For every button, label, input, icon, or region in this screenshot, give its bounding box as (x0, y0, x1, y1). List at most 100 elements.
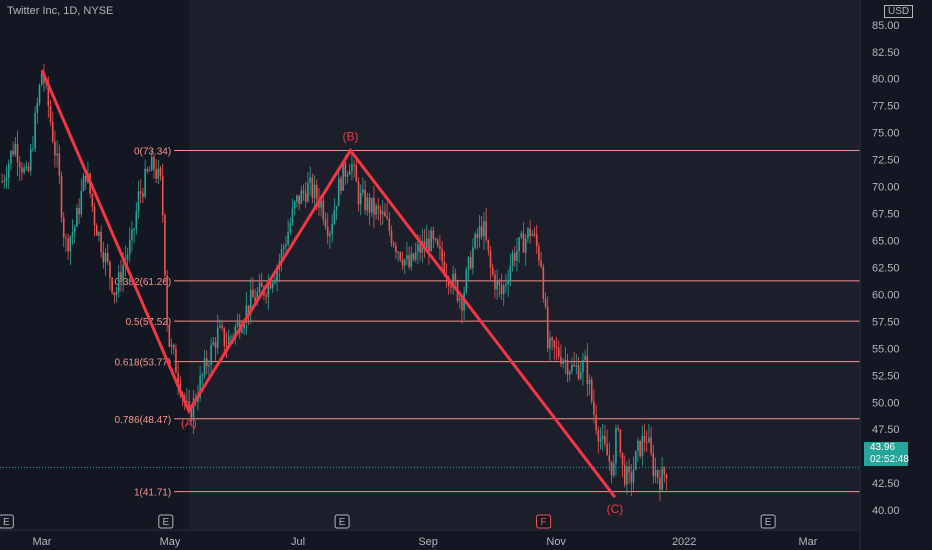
candle-body (146, 168, 149, 171)
candle-body (320, 200, 322, 208)
candle-body (520, 233, 523, 238)
y-tick-label: 52.50 (872, 370, 900, 382)
candle-body (76, 207, 78, 227)
candle-body (590, 379, 593, 402)
candle-body (377, 205, 380, 210)
x-tick-label: May (160, 536, 181, 548)
candle-body (513, 253, 516, 262)
candle-body (254, 297, 256, 302)
time-axis[interactable]: Mar May Jul Sep Nov 2022 Mar (33, 536, 818, 548)
candle-body (249, 290, 252, 314)
candle-body (417, 244, 419, 252)
candle-body (315, 184, 318, 200)
candle-body (56, 153, 58, 156)
candle-body (159, 168, 162, 176)
candle-body (564, 359, 567, 361)
candle-body (555, 347, 558, 349)
candle-body (324, 219, 327, 227)
candle-body (296, 195, 298, 202)
candle-body (606, 443, 608, 456)
candle-body (368, 197, 371, 213)
candle-body (648, 437, 650, 442)
candle-body (399, 252, 402, 260)
candle-body (615, 427, 617, 464)
candle-body (71, 231, 74, 237)
candle-body (271, 283, 274, 289)
candle-body (166, 275, 168, 325)
y-tick-label: 47.50 (872, 424, 900, 436)
candle-body (645, 441, 648, 443)
candle-body (54, 141, 56, 156)
candle-body (49, 105, 52, 122)
candle-body (205, 358, 208, 367)
candle-body (148, 170, 151, 172)
chart-title: Twitter Inc, 1D, NYSE (7, 5, 114, 17)
candle-body (144, 168, 146, 197)
candle-body (335, 205, 338, 210)
candle-body (430, 230, 432, 252)
candle-body (300, 190, 303, 204)
candle-body (577, 365, 580, 379)
candle-body (527, 228, 529, 239)
candle-body (201, 373, 204, 376)
candle-body (307, 182, 309, 202)
candle-body (626, 466, 628, 485)
candle-body (186, 401, 188, 403)
candle-body (401, 259, 404, 266)
candle-body (621, 452, 624, 465)
candle-body (641, 436, 644, 457)
candle-body (381, 211, 384, 215)
candle-body (665, 474, 668, 479)
candle-body (353, 164, 355, 166)
price-axis[interactable]: 40.0042.5045.0047.5050.0052.5055.0057.50… (872, 20, 900, 517)
candle-body (652, 453, 655, 477)
wave-lines: (A) (B) (C) (40, 69, 623, 516)
candle-body (392, 243, 395, 246)
candle-body (386, 216, 388, 219)
candle-body (60, 175, 63, 218)
candle-body (379, 209, 382, 215)
candle-body (197, 397, 199, 402)
candle-body (236, 320, 239, 327)
event-marker-box (158, 514, 174, 529)
event-marker-box (0, 514, 14, 529)
candle-body (637, 440, 639, 452)
candle-body (78, 207, 80, 215)
candle-body (505, 283, 507, 286)
candle-body (656, 470, 659, 478)
candle-body (175, 348, 177, 373)
candle-body (500, 285, 503, 295)
candle-body (7, 163, 10, 178)
candle-body (276, 269, 278, 281)
candle-body (487, 239, 490, 251)
wave-label: (A) (181, 416, 197, 430)
candle-body (553, 340, 556, 348)
currency-badge[interactable]: USD (884, 5, 914, 18)
candle-body (214, 342, 217, 348)
candle-body (595, 414, 597, 431)
candle-body (84, 175, 87, 183)
candle-body (362, 189, 364, 193)
candle-body (366, 197, 369, 211)
candle-body (546, 306, 549, 349)
y-tick-label: 75.00 (872, 128, 900, 140)
y-tick-label: 77.50 (872, 101, 900, 113)
wave-label: (B) (342, 130, 358, 144)
candle-body (601, 435, 604, 439)
candle-body (102, 252, 105, 263)
candle-body (139, 191, 142, 194)
candle-body (634, 451, 637, 470)
event-marker-label: E (339, 517, 346, 528)
candle-body (359, 192, 362, 205)
candle-body (511, 253, 514, 266)
candle-body (133, 228, 135, 230)
candle-body (467, 257, 470, 270)
candle-body (522, 233, 525, 253)
candle-body (439, 246, 441, 249)
candle-body (538, 246, 540, 261)
fibonacci-levels: 0(73.34) 0.382(61.26) 0.5(57.52) 0.618(53.7… (114, 147, 860, 499)
candle-body (342, 162, 344, 191)
candle-body (643, 436, 646, 442)
candle-body (287, 231, 289, 245)
